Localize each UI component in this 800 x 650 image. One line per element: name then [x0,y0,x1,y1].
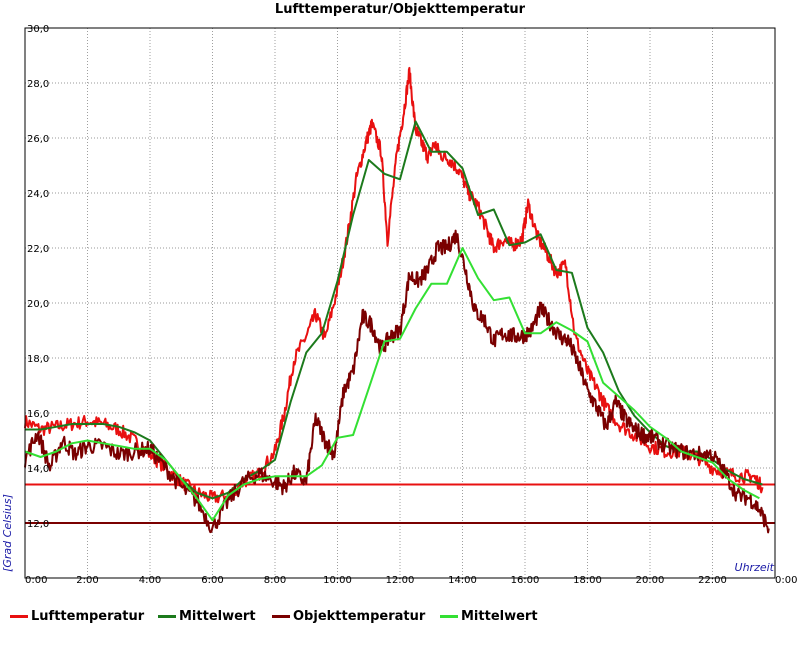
y-tick-label: 24,0 [27,189,49,200]
y-tick-label: 14,0 [27,464,49,475]
legend-label: Lufttemperatur [31,608,145,624]
legend-swatch [272,614,290,618]
legend-item-lufttemperatur: Lufttemperatur [10,604,144,628]
series-group [24,66,770,534]
reference-lines [25,483,775,524]
y-tick-label: 16,0 [27,409,49,420]
y-tick-label: 30,0 [27,24,49,35]
grid-lines [25,28,775,578]
x-tick-label: 16:00 [511,575,540,586]
series-line-0 [24,66,764,504]
chart-title: Lufttemperatur/Objekttemperatur [275,2,526,17]
legend-swatch [10,614,28,618]
x-tick-label: 18:00 [573,575,602,586]
series-line-2 [24,229,770,534]
legend-label: Mittelwert [179,608,256,624]
plot-frame [24,27,776,579]
x-tick-label: 6:00 [201,575,223,586]
x-tick-label: 0:00 [25,575,47,586]
x-tick-label: 10:00 [323,575,352,586]
y-tick-label: 20,0 [27,299,49,310]
y-tick-labels: 12,0 14,0 16,0 18,0 20,0 22,0 24,0 26,0 28,0 30,0 [27,24,49,530]
legend-label: Mittelwert [461,608,538,624]
x-tick-label: 2:00 [76,575,98,586]
y-tick-label: 12,0 [27,519,49,530]
legend-label: Objekttemperatur [293,608,426,624]
y-axis-label: [Grad Celsius] [1,494,14,572]
temperature-chart: Lufttemperatur/Objekttemperatur 12,0 14,0… [1,2,797,586]
series-line-1 [25,120,763,500]
legend-swatch [440,614,458,618]
y-tick-label: 22,0 [27,244,49,255]
series-line-3 [24,247,760,522]
y-tick-label: 28,0 [27,79,49,90]
x-tick-label: 8:00 [264,575,286,586]
x-tick-label: 14:00 [448,575,477,586]
y-tick-label: 26,0 [27,134,49,145]
x-tick-label: 4:00 [139,575,161,586]
x-tick-label: 20:00 [636,575,665,586]
legend-item-mittelwert-objekt: Mittelwert [440,604,538,628]
x-tick-label: 22:00 [698,575,727,586]
legend-item-objekttemperatur: Objekttemperatur [272,604,425,628]
x-tick-label: 0:00 [775,575,797,586]
x-tick-label: 12:00 [386,575,415,586]
x-tick-labels: 0:00 2:00 4:00 6:00 8:00 10:00 12:00 14:00 16:00… [25,575,797,586]
legend: Lufttemperatur Mittelwert Objekttemperat… [0,604,800,628]
y-tick-label: 18,0 [27,354,49,365]
x-axis-label: Uhrzeit [735,561,775,574]
legend-item-mittelwert-luft: Mittelwert [158,604,256,628]
legend-swatch [158,614,176,618]
